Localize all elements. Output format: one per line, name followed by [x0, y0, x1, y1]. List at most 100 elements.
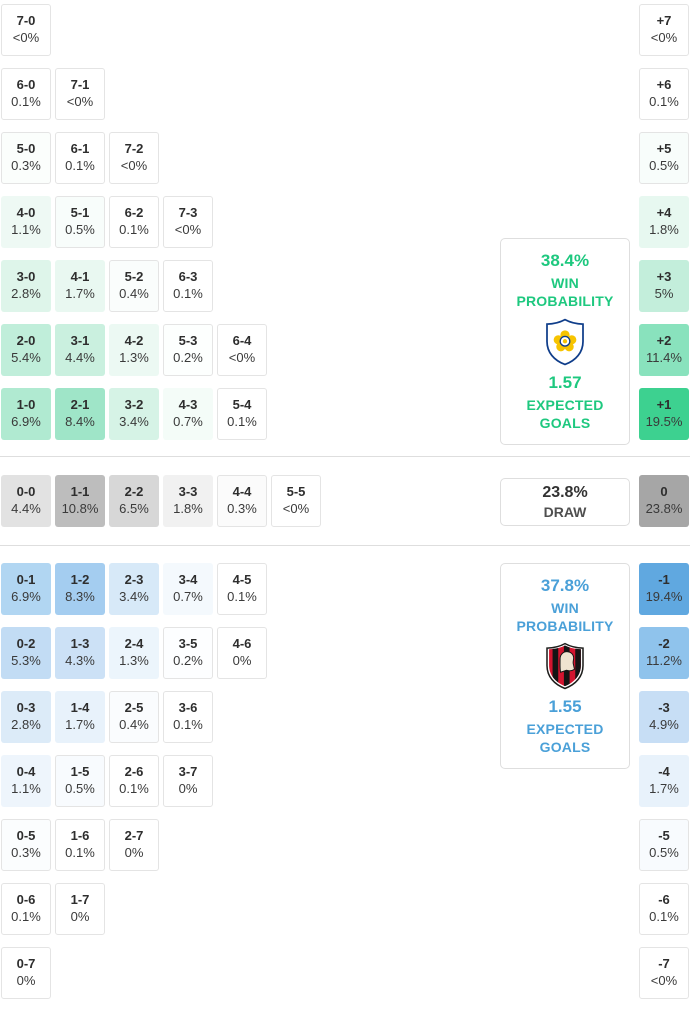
draw-score-grid: 0-0 4.4% 1-1 10.8% 2-2 6.5% 3-3 1.8% 4-4 0.3% 5-5 <… [1, 475, 321, 527]
probability-label: 0% [178, 781, 198, 796]
probability-label: 0.4% [119, 717, 149, 732]
score-label: 3-3 [178, 484, 198, 500]
score-label: -5 [658, 828, 670, 844]
score-label: 3-4 [178, 572, 198, 588]
score-label: 0-0 [16, 484, 36, 500]
expected-word: EXPECTED [526, 721, 604, 737]
score-cell: 1-0 6.9% [1, 388, 51, 440]
probability-label: 1.3% [119, 350, 149, 365]
score-label: 5-5 [286, 484, 306, 500]
probability-label: 0.5% [649, 845, 679, 860]
score-label: -6 [658, 892, 670, 908]
probability-label: 0.1% [65, 845, 95, 860]
score-label: 4-3 [178, 397, 198, 413]
probability-label: 0.1% [173, 286, 203, 301]
score-row: 0-7 0% [1, 947, 267, 999]
score-label: 3-2 [124, 397, 144, 413]
score-row: 3-0 2.8% 4-1 1.7% 5-2 0.4% 6-3 0.1% [1, 260, 267, 312]
score-label: 2-6 [124, 764, 144, 780]
score-label: +3 [656, 269, 672, 285]
score-cell: 1-5 0.5% [55, 755, 105, 807]
score-cell: 1-3 4.3% [55, 627, 105, 679]
goal-diff-cell: -3 4.9% [639, 691, 689, 743]
score-cell: 4-5 0.1% [217, 563, 267, 615]
score-cell: 7-2 <0% [109, 132, 159, 184]
score-row: 0-5 0.3% 1-6 0.1% 2-7 0% [1, 819, 267, 871]
score-label: 0 [660, 484, 668, 500]
probability-label: 0.5% [649, 158, 679, 173]
goal-diff-cell: -2 11.2% [639, 627, 689, 679]
score-label: 5-0 [16, 141, 36, 157]
draw-percentage: 23.8% [542, 484, 588, 501]
score-label: 0-3 [16, 700, 36, 716]
probability-label: 0.7% [173, 589, 203, 604]
probability-label: 1.1% [11, 222, 41, 237]
probability-label: 1.7% [65, 717, 95, 732]
score-label: 3-1 [70, 333, 90, 349]
probability-label: 0.2% [173, 653, 203, 668]
score-row: 0-1 6.9% 1-2 8.3% 2-3 3.4% 3-4 0.7% 4-5 0.1% [1, 563, 267, 615]
draw-probability-card: 23.8% DRAW [500, 478, 630, 526]
score-row: 5-0 0.3% 6-1 0.1% 7-2 <0% [1, 132, 267, 184]
probability-label: 1.7% [649, 781, 679, 796]
probability-label: <0% [120, 158, 148, 173]
score-cell: 2-4 1.3% [109, 627, 159, 679]
score-label: 4-0 [16, 205, 36, 221]
probability-label: <0% [650, 973, 678, 988]
probability-label: 0.1% [649, 94, 679, 109]
probability-label: 0.1% [11, 94, 41, 109]
probability-label: 5.4% [11, 350, 41, 365]
score-cell: 6-4 <0% [217, 324, 267, 376]
probability-label: 0.3% [227, 501, 257, 516]
probability-label: 0% [124, 845, 144, 860]
score-cell: 6-0 0.1% [1, 68, 51, 120]
score-cell: 5-1 0.5% [55, 196, 105, 248]
score-cell: 6-3 0.1% [163, 260, 213, 312]
score-row: 4-0 1.1% 5-1 0.5% 6-2 0.1% 7-3 <0% [1, 196, 267, 248]
home-win-probability-label: WIN PROBABILITY [516, 274, 613, 310]
score-cell: 1-1 10.8% [55, 475, 105, 527]
score-cell: 0-6 0.1% [1, 883, 51, 935]
score-cell: 4-3 0.7% [163, 388, 213, 440]
score-label: 2-5 [124, 700, 144, 716]
probability-label: 0.1% [227, 589, 257, 604]
home-score-grid: 7-0 <0% 6-0 0.1% 7-1 <0% 5-0 0.3% 6-1 0.1% 7-2 <0% 4… [1, 4, 267, 440]
probability-label: 1.3% [119, 653, 149, 668]
score-label: +5 [656, 141, 672, 157]
score-label: 2-2 [124, 484, 144, 500]
probability-label: 6.5% [119, 501, 149, 516]
score-label: 1-7 [70, 892, 90, 908]
probability-label: 0.1% [119, 781, 149, 796]
score-cell: 3-2 3.4% [109, 388, 159, 440]
probability-label: 0.3% [11, 845, 41, 860]
probability-label: <0% [66, 94, 94, 109]
score-cell: 1-6 0.1% [55, 819, 105, 871]
probability-label: 2.8% [11, 286, 41, 301]
score-label: 0-4 [16, 764, 36, 780]
score-cell: 5-5 <0% [271, 475, 321, 527]
probability-label: 0.4% [119, 286, 149, 301]
score-cell: 0-4 1.1% [1, 755, 51, 807]
score-label: 5-4 [232, 397, 252, 413]
goal-diff-cell: +3 5% [639, 260, 689, 312]
score-cell: 5-3 0.2% [163, 324, 213, 376]
probability-label: 3.4% [119, 589, 149, 604]
home-win-probability-card: 38.4% WIN PROBABILITY [500, 238, 630, 445]
score-label: +2 [656, 333, 672, 349]
probability-label: 0.1% [649, 909, 679, 924]
score-cell: 1-2 8.3% [55, 563, 105, 615]
score-cell: 5-2 0.4% [109, 260, 159, 312]
probability-label: <0% [650, 30, 678, 45]
score-label: 2-1 [70, 397, 90, 413]
goal-diff-cell: 0 23.8% [639, 475, 689, 527]
score-label: 2-3 [124, 572, 144, 588]
score-cell: 2-2 6.5% [109, 475, 159, 527]
score-cell: 3-7 0% [163, 755, 213, 807]
score-label: -7 [658, 956, 670, 972]
score-label: 7-2 [124, 141, 144, 157]
probability-label: 5.3% [11, 653, 41, 668]
goal-diff-cell: +5 0.5% [639, 132, 689, 184]
probability-label: <0% [282, 501, 310, 516]
home-win-percentage: 38.4% [540, 251, 590, 271]
